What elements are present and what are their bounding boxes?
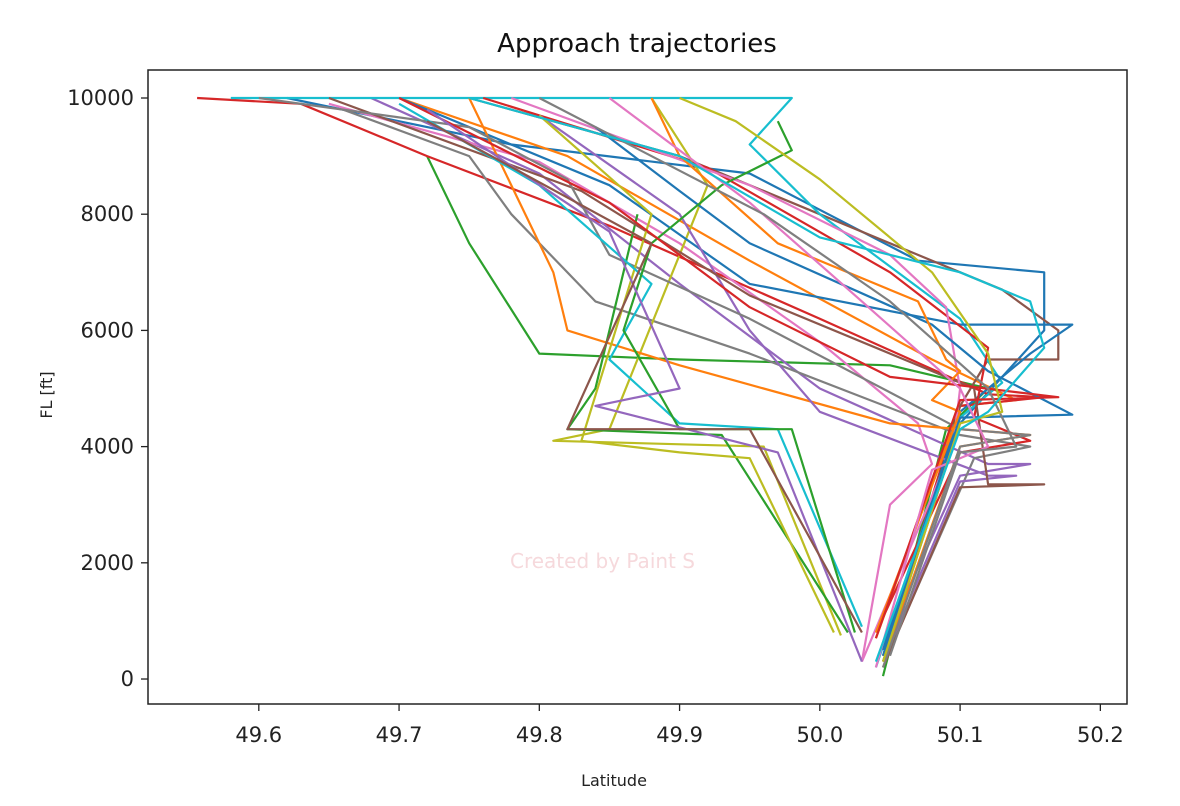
trajectory-line xyxy=(608,97,990,668)
trajectory-line xyxy=(538,97,1018,657)
x-tick-label: 50.1 xyxy=(937,723,984,747)
trajectory-line xyxy=(426,108,863,663)
y-tick-label: 6000 xyxy=(81,318,134,342)
y-tick-label: 2000 xyxy=(81,551,134,575)
x-tick-label: 50.2 xyxy=(1077,723,1124,747)
trajectory-line xyxy=(286,96,1046,662)
trajectory-line xyxy=(426,120,863,634)
y-tick-label: 4000 xyxy=(81,435,134,459)
trajectory-line xyxy=(398,96,1074,657)
trajectory-line xyxy=(622,120,856,633)
trajectory-line xyxy=(398,97,1060,639)
y-tick-label: 8000 xyxy=(81,202,134,226)
x-axis-label: Latitude xyxy=(581,771,647,790)
chart-title: Approach trajectories xyxy=(497,29,777,59)
trajectory-line xyxy=(230,96,1004,668)
x-tick-label: 49.9 xyxy=(656,723,703,747)
y-tick-label: 0 xyxy=(121,667,134,691)
watermark: Created by Paint S xyxy=(510,549,695,573)
trajectory-line xyxy=(328,96,1046,668)
trajectory-line xyxy=(342,108,1032,651)
trajectory-line xyxy=(197,96,1046,657)
x-tick-label: 50.0 xyxy=(796,723,843,747)
trajectory-line xyxy=(650,97,962,633)
trajectory-line xyxy=(328,102,934,662)
trajectory-lines xyxy=(197,96,1074,677)
x-tick-label: 49.7 xyxy=(376,723,423,747)
plot-frame xyxy=(147,69,1128,705)
y-axis: 0 2000 4000 6000 8000 10000 xyxy=(67,86,148,691)
trajectory-line xyxy=(370,96,1032,645)
trajectory-line xyxy=(538,114,1018,663)
trajectory-line xyxy=(538,114,835,633)
x-tick-label: 49.8 xyxy=(516,723,563,747)
trajectory-line xyxy=(468,96,1046,662)
trajectory-line xyxy=(679,96,1004,662)
trajectory-line xyxy=(468,97,1032,662)
y-tick-label: 10000 xyxy=(67,86,134,110)
y-axis-label: FL [ft] xyxy=(37,371,56,418)
x-tick-label: 49.6 xyxy=(235,723,282,747)
x-axis: 49.6 49.7 49.8 49.9 50.0 50.1 50.2 xyxy=(235,704,1124,747)
trajectory-line xyxy=(258,96,1032,668)
